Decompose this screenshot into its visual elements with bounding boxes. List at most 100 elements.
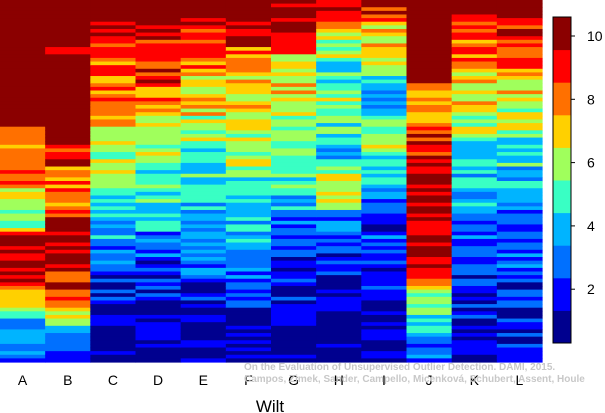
heatmap-cell-A: [0, 86, 46, 92]
heatmap-cell-K: [451, 238, 498, 244]
heatmap-cell-B: [45, 224, 91, 229]
heatmap-cell-A: [0, 184, 46, 189]
heatmap-cell-L: [496, 126, 543, 131]
heatmap-cell-F: [225, 133, 272, 139]
heatmap-cell-H: [316, 47, 362, 52]
heatmap-cell-B: [45, 123, 91, 128]
heatmap-cell-D: [135, 333, 182, 338]
heatmap-cell-A: [0, 242, 46, 247]
heatmap-cell-E: [180, 18, 227, 23]
heatmap-cell-L: [496, 25, 543, 30]
heatmap-cell-H: [316, 152, 362, 157]
heatmap-cell-I: [361, 300, 408, 305]
heatmap-cell-J: [406, 104, 453, 110]
heatmap-cell-H: [316, 94, 362, 99]
heatmap-cell-K: [451, 10, 498, 16]
heatmap-cell-I: [361, 43, 408, 48]
heatmap-cell-G: [271, 307, 317, 312]
heatmap-cell-E: [180, 141, 227, 146]
heatmap-cell-H: [316, 267, 362, 273]
heatmap-cell-F: [225, 141, 272, 146]
heatmap-cell-G: [271, 21, 317, 26]
heatmap-cell-B: [45, 32, 91, 37]
heatmap-cell-L: [496, 61, 543, 66]
heatmap-cell-F: [225, 285, 272, 291]
heatmap-cell-J: [406, 133, 453, 139]
heatmap-cell-B: [45, 83, 91, 88]
heatmap-cell-E: [180, 108, 227, 113]
heatmap-cell-B: [45, 296, 91, 302]
heatmap-cell-I: [361, 264, 408, 269]
heatmap-cell-B: [45, 311, 91, 316]
heatmap-cell-G: [271, 10, 317, 16]
heatmap-cell-C: [90, 108, 137, 113]
heatmap-cell-J: [406, 184, 453, 189]
heatmap-cell-L: [496, 155, 543, 160]
heatmap-cell-K: [451, 72, 498, 77]
heatmap-cell-I: [361, 181, 408, 186]
heatmap-cell-J: [406, 126, 453, 131]
heatmap-cell-I: [361, 133, 408, 139]
heatmap-cell-B: [45, 133, 91, 139]
heatmap-cell-K: [451, 115, 498, 121]
heatmap-cell-F: [225, 253, 272, 258]
heatmap-cell-G: [271, 235, 317, 240]
heatmap-cell-G: [271, 188, 317, 193]
heatmap-cell-F: [225, 209, 272, 215]
heatmap-cell-E: [180, 173, 227, 178]
heatmap-cell-E: [180, 199, 227, 204]
heatmap-cell-E: [180, 25, 227, 30]
heatmap-cell-D: [135, 90, 182, 95]
heatmap-cell-A: [0, 271, 46, 276]
heatmap-cell-D: [135, 97, 182, 102]
heatmap-cell-D: [135, 282, 182, 287]
heatmap-cell-B: [45, 199, 91, 204]
heatmap-cell-J: [406, 123, 453, 128]
heatmap-cell-G: [271, 54, 317, 59]
heatmap-cell-L: [496, 289, 543, 294]
heatmap-cell-J: [406, 115, 453, 121]
heatmap-cell-D: [135, 354, 182, 359]
heatmap-cell-F: [225, 166, 272, 171]
heatmap-cell-C: [90, 351, 137, 356]
heatmap-cell-I: [361, 260, 408, 265]
heatmap-cell-A: [0, 79, 46, 84]
heatmap-cell-L: [496, 206, 543, 211]
heatmap-cell-G: [271, 249, 317, 254]
heatmap-cell-B: [45, 253, 91, 258]
heatmap-cell-L: [496, 354, 543, 359]
heatmap-cell-J: [406, 318, 453, 323]
heatmap-cell-J: [406, 54, 453, 59]
heatmap-cell-F: [225, 155, 272, 160]
heatmap-cell-D: [135, 57, 182, 63]
heatmap-cell-F: [225, 68, 272, 73]
heatmap-cell-C: [90, 293, 137, 298]
heatmap-cell-I: [361, 76, 408, 81]
heatmap-cell-K: [451, 358, 498, 363]
heatmap-cell-H: [316, 159, 362, 164]
heatmap-cell-I: [361, 282, 408, 287]
heatmap-cell-J: [406, 101, 453, 106]
heatmap-cell-F: [225, 351, 272, 356]
heatmap-cell-K: [451, 123, 498, 128]
heatmap-cell-F: [225, 322, 272, 327]
heatmap-cell-L: [496, 65, 543, 70]
heatmap-cell-D: [135, 173, 182, 178]
heatmap-cell-E: [180, 220, 227, 226]
heatmap-cell-C: [90, 307, 137, 312]
heatmap-cell-L: [496, 68, 543, 73]
heatmap-cell-E: [180, 3, 227, 8]
heatmap-cell-B: [45, 340, 91, 345]
heatmap-cell-C: [90, 181, 137, 186]
heatmap-cell-K: [451, 191, 498, 197]
heatmap-cell-K: [451, 282, 498, 287]
heatmap-cell-H: [316, 14, 362, 19]
heatmap-cell-A: [0, 224, 46, 229]
heatmap-cell-F: [225, 76, 272, 81]
heatmap-cell-D: [135, 217, 182, 222]
heatmap-cell-H: [316, 57, 362, 63]
heatmap-cell-L: [496, 3, 543, 8]
heatmap-cell-G: [271, 285, 317, 291]
colorbar-tick-label: 2: [587, 281, 595, 297]
heatmap-cell-J: [406, 228, 453, 233]
